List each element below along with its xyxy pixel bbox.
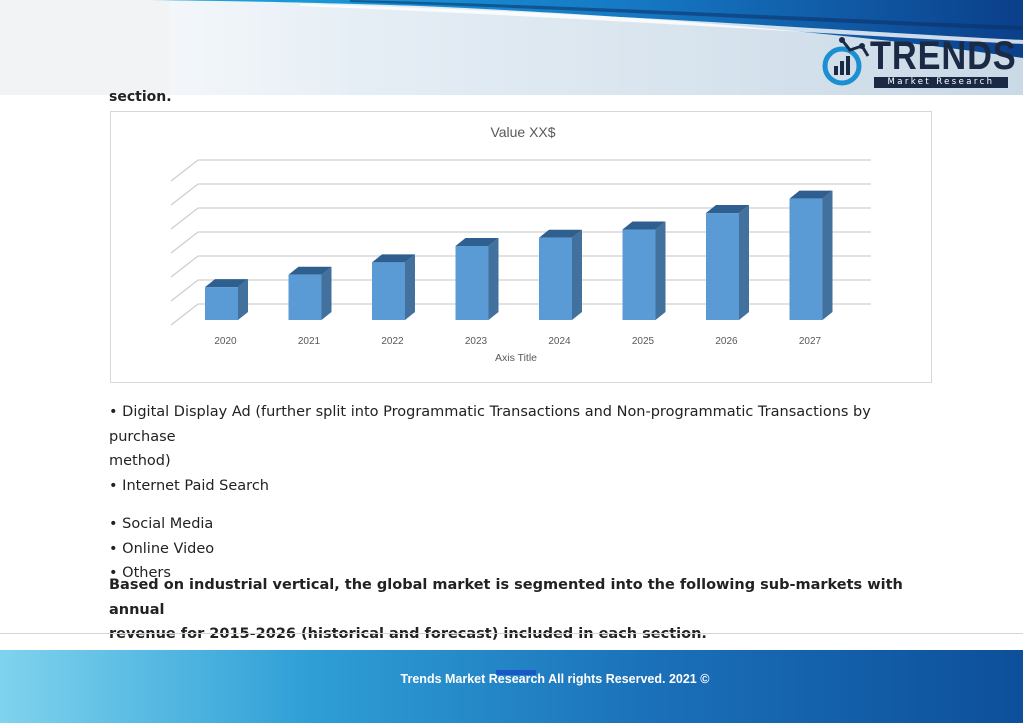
list-item-continuation: method) [109,453,171,469]
logo-emblem-icon [822,37,870,86]
segment-list: • Digital Display Ad (further split into… [109,400,929,586]
bar-chart: Value XX$ 2020 2021 2022 2023 2024 2025 2026 20… [170,124,871,364]
company-logo: TRENDS Market Research [822,34,1016,90]
x-tick-label: 2022 [381,336,404,347]
gridline-depth [170,255,199,278]
divider [0,633,1023,634]
paragraph-line: Based on industrial vertical, the global… [109,577,903,618]
gridline-depth [170,183,199,206]
gridline-depth [170,207,199,230]
bar-2023 [455,237,499,320]
list-item: • Internet Paid Search [109,477,269,494]
logo-tagline: Market Research [874,77,1008,88]
logo-name: TRENDS [870,34,1017,78]
x-tick-label: 2025 [632,336,655,347]
footer: Trends Market Research All rights Reserv… [0,650,1023,723]
bar-2026 [706,205,749,320]
bar-2024 [539,229,582,320]
gridline-depth [170,231,199,254]
x-tick-label: 2026 [715,336,738,347]
bar-2020 [205,279,248,320]
bar-2021 [288,266,332,320]
section-fragment: section. [109,89,172,105]
chart-title: Value XX$ [490,124,555,140]
chart-grid [170,159,871,326]
x-tick-label: 2024 [548,336,571,347]
x-tick-label: 2020 [214,336,237,347]
gridline-depth [170,303,199,326]
paragraph-line: revenue for 2015-2026 (historical and fo… [109,626,707,642]
chart-container: Value XX$ 2020 2021 2022 2023 2024 2025 2026 20… [110,111,932,383]
gridline-depth [170,279,199,302]
header-banner [0,0,1023,95]
x-tick-label: 2021 [298,336,321,347]
list-item: • Others [109,565,171,581]
footer-copyright: Trends Market Research All rights Reserv… [400,672,710,686]
list-item: • Online Video [109,540,215,557]
bar-2025 [622,221,666,320]
chart-bars [205,190,833,320]
list-item: • Social Media [109,516,214,532]
chart-x-ticks: 2020 2021 2022 2023 2024 2025 2026 2027 [214,336,821,347]
gridline-depth [170,159,199,182]
bar-2022 [372,254,415,320]
footer-highlight [496,670,536,675]
x-tick-label: 2027 [799,336,822,347]
x-axis-title: Axis Title [495,352,537,364]
list-item: • Digital Display Ad (further split into… [109,404,871,445]
segmentation-paragraph: Based on industrial vertical, the global… [109,573,929,647]
bar-2027 [789,190,833,320]
x-tick-label: 2023 [465,336,488,347]
